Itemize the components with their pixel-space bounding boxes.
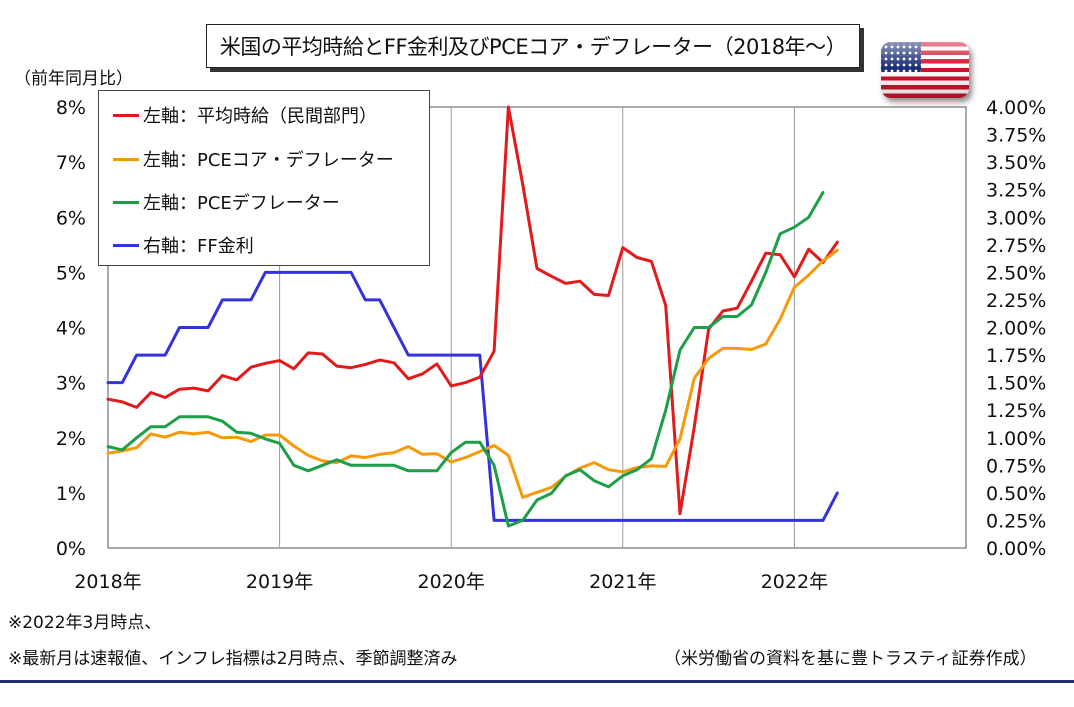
y-left-tick-label: 1% — [56, 483, 86, 505]
footnote-date: ※2022年3月時点、 — [8, 613, 162, 633]
y-right-tick-label: 1.75% — [986, 345, 1046, 367]
flag-shine — [881, 42, 969, 98]
chart-legend: 左軸：平均時給（民間部門） 左軸：PCEコア・デフレーター 左軸：PCEデフレー… — [98, 90, 430, 266]
legend-label-wage: 左軸：平均時給（民間部門） — [143, 106, 377, 127]
axis-layer: 2018年 2019年 2020年 2021年 2022年 0% 1% 2% 3% 4% 5% 6% 7… — [56, 97, 1047, 593]
y-right-tick-label: 3.50% — [986, 152, 1046, 174]
y-right-tick-label: 3.00% — [986, 207, 1046, 229]
y-axis-unit-label: （前年同月比） — [14, 69, 133, 89]
legend-swatch-pce — [113, 200, 139, 204]
y-left-tick-label: 5% — [56, 262, 86, 284]
y-left-tick-label: 6% — [56, 207, 86, 229]
y-right-tick-label: 0.00% — [986, 538, 1046, 560]
footnote-preliminary: ※最新月は速報値、インフレ指標は2月時点、季節調整済み — [8, 649, 458, 669]
y-right-tick-label: 1.50% — [986, 373, 1046, 395]
y-right-tick-label: 2.25% — [986, 290, 1046, 312]
y-right-tick-label: 2.00% — [986, 318, 1046, 340]
x-tick-label: 2022年 — [761, 571, 828, 593]
series-layer — [106, 105, 839, 528]
y-right-tick-label: 1.25% — [986, 400, 1046, 422]
y-right-tick-label: 0.75% — [986, 455, 1046, 477]
legend-label-pce-core: 左軸：PCEコア・デフレーター — [143, 150, 394, 171]
legend-swatch-wage — [113, 113, 139, 117]
y-right-tick-label: 2.75% — [986, 235, 1046, 257]
y-left-tick-label: 7% — [56, 152, 86, 174]
y-left-tick-label: 2% — [56, 428, 86, 450]
legend-item-wage: 左軸：平均時給（民間部門） — [113, 103, 377, 127]
plot-frame — [107, 106, 967, 549]
source-note: （米労働省の資料を基に豊トラスティ証券作成） — [664, 649, 1037, 669]
grid-layer — [107, 106, 967, 549]
series-line-pce-core — [106, 248, 839, 499]
us-flag-icon — [881, 42, 969, 98]
series-line-ff-rate — [106, 270, 839, 522]
y-left-tick-label: 8% — [56, 97, 86, 119]
chart-title: 米国の平均時給とFF金利及びPCEコア・デフレーター（2018年〜） — [206, 24, 860, 68]
y-right-tick-label: 4.00% — [986, 97, 1046, 119]
x-tick-label: 2021年 — [589, 571, 656, 593]
y-right-tick-label: 2.50% — [986, 262, 1046, 284]
legend-label-ff-rate: 右軸：FF金利 — [143, 236, 254, 257]
y-right-tick-label: 3.75% — [986, 125, 1046, 147]
y-right-tick-label: 3.25% — [986, 180, 1046, 202]
series-line-pce — [106, 190, 825, 528]
y-left-tick-label: 4% — [56, 318, 86, 340]
y-left-tick-label: 0% — [56, 538, 86, 560]
legend-item-ff-rate: 右軸：FF金利 — [113, 233, 254, 257]
chart-title-text: 米国の平均時給とFF金利及びPCEコア・デフレーター（2018年〜） — [219, 35, 847, 59]
y-left-tick-label: 3% — [56, 373, 86, 395]
series-line-wage — [106, 105, 839, 516]
legend-swatch-ff-rate — [113, 243, 139, 247]
legend-item-pce: 左軸：PCEデフレーター — [113, 190, 340, 214]
legend-swatch-pce-core — [113, 157, 139, 161]
y-right-tick-label: 0.50% — [986, 483, 1046, 505]
y-right-tick-label: 0.25% — [986, 510, 1046, 532]
x-tick-label: 2020年 — [418, 571, 485, 593]
x-tick-label: 2019年 — [246, 571, 313, 593]
x-tick-label: 2018年 — [74, 571, 141, 593]
legend-item-pce-core: 左軸：PCEコア・デフレーター — [113, 147, 394, 171]
y-right-tick-label: 1.00% — [986, 428, 1046, 450]
legend-label-pce: 左軸：PCEデフレーター — [143, 193, 340, 214]
bottom-divider — [0, 680, 1074, 683]
